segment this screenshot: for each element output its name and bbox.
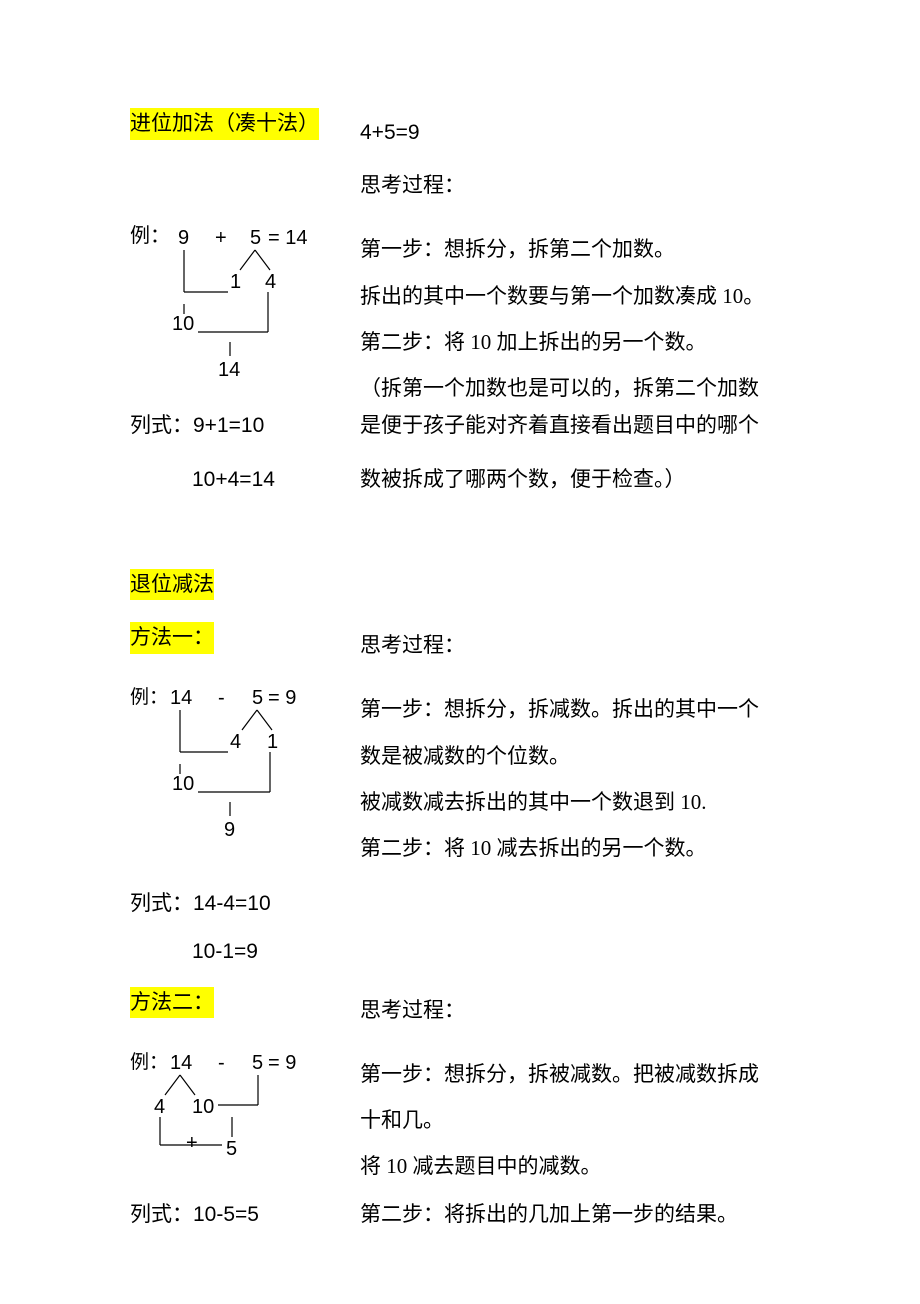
split-left: 4 bbox=[230, 732, 241, 752]
step-line: 数是被减数的个位数。 bbox=[360, 733, 790, 779]
result-value: 14 bbox=[218, 360, 240, 380]
split-right: 10 bbox=[192, 1097, 214, 1117]
thinking-label: 思考过程： bbox=[360, 987, 790, 1033]
formula-label: 列式： bbox=[130, 891, 193, 915]
mid-value: 10 bbox=[172, 774, 194, 794]
step-line: 十和几。 bbox=[360, 1097, 790, 1143]
step-line: 被减数减去拆出的其中一个数退到 10. bbox=[360, 779, 790, 825]
aside-equation: 4+5=9 bbox=[360, 108, 790, 156]
diagram-lines-icon bbox=[130, 226, 360, 426]
section1-title: 进位加法（凑十法） bbox=[130, 108, 319, 140]
step-line: 数被拆成了哪两个数，便于检查。） bbox=[360, 456, 790, 502]
step-line: 第一步：想拆分，拆第二个加数。 bbox=[360, 226, 790, 272]
step-line: 第二步：将 10 减去拆出的另一个数。 bbox=[360, 825, 790, 871]
diagram-lines-icon bbox=[130, 1051, 360, 1201]
result-value: 9 bbox=[224, 820, 235, 840]
formula-1b: 10-1=9 bbox=[192, 940, 258, 963]
step-line: 拆出的其中一个数要与第一个加数凑成 10。 bbox=[360, 273, 790, 319]
step-line: 将 10 减去题目中的减数。 bbox=[360, 1143, 790, 1189]
diagram-addition: 例： 9 + 5 = 14 1 4 10 14 bbox=[130, 226, 360, 426]
step-line: 第一步：想拆分，拆减数。拆出的其中一个 bbox=[360, 686, 790, 732]
split-right: 1 bbox=[267, 732, 278, 752]
diagram-lines-icon bbox=[130, 686, 360, 886]
formula-1a: 14-4=10 bbox=[193, 892, 271, 915]
step-line: 是便于孩子能对齐着直接看出题目中的哪个 bbox=[360, 402, 790, 448]
plus-icon: + bbox=[186, 1133, 198, 1153]
thinking-label: 思考过程： bbox=[360, 162, 790, 208]
method1-label: 方法一： bbox=[130, 622, 214, 654]
thinking-label: 思考过程： bbox=[360, 622, 790, 668]
step-line: 第二步：将拆出的几加上第一步的结果。 bbox=[360, 1191, 790, 1237]
split-right: 4 bbox=[265, 272, 276, 292]
result-value: 5 bbox=[226, 1139, 237, 1159]
step-line: 第一步：想拆分，拆被减数。把被减数拆成 bbox=[360, 1051, 790, 1097]
section2-title: 退位减法 bbox=[130, 569, 214, 601]
formula-2a: 10-5=5 bbox=[193, 1203, 259, 1226]
formula-label: 列式： bbox=[130, 1202, 193, 1226]
diagram-sub2: 例： 14 - 5 = 9 4 10 + 5 bbox=[130, 1051, 360, 1201]
mid-value: 10 bbox=[172, 314, 194, 334]
split-left: 1 bbox=[230, 272, 241, 292]
method2-label: 方法二： bbox=[130, 987, 214, 1019]
split-left: 4 bbox=[154, 1097, 165, 1117]
step-line: 第二步：将 10 加上拆出的另一个数。 bbox=[360, 319, 790, 365]
diagram-sub1: 例： 14 - 5 = 9 4 1 10 9 bbox=[130, 686, 360, 886]
formula-2: 10+4=14 bbox=[192, 468, 275, 491]
